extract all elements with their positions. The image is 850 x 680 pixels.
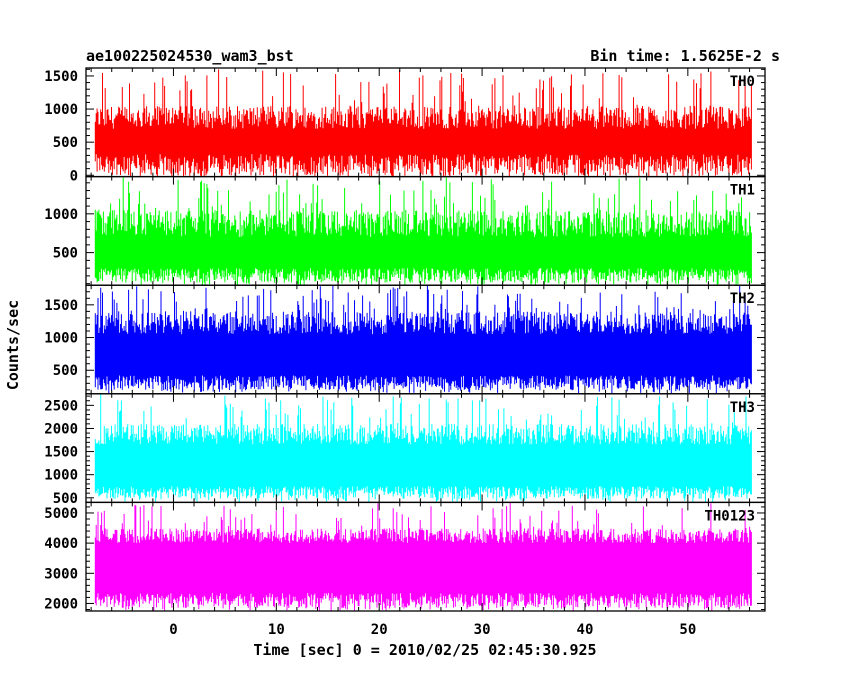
x-tick-label: 10 bbox=[268, 622, 285, 638]
panel-th3: 500 1000 1500 2000 2500 TH3 bbox=[44, 393, 766, 507]
x-tick-label: 30 bbox=[474, 622, 491, 638]
series-label-th0123: TH0123 bbox=[704, 508, 755, 524]
y-tick-label: 4000 bbox=[44, 536, 78, 552]
y-tick-label: 1500 bbox=[44, 445, 78, 461]
series-label-th2: TH2 bbox=[730, 291, 755, 307]
series-label-th3: TH3 bbox=[730, 400, 755, 416]
series-trace-th0 bbox=[94, 69, 752, 177]
x-tick-label: 0 bbox=[169, 622, 177, 638]
y-tick-label: 1000 bbox=[44, 102, 78, 118]
y-tick-label: 3000 bbox=[44, 566, 78, 582]
y-tick-label: 500 bbox=[53, 491, 78, 507]
series-trace-th1 bbox=[94, 176, 752, 286]
y-tick-label: 1500 bbox=[44, 298, 78, 314]
x-tick-label: 20 bbox=[371, 622, 388, 638]
y-tick-label: 0 bbox=[70, 168, 78, 184]
y-tick-label: 500 bbox=[53, 135, 78, 151]
series-trace-th3 bbox=[94, 394, 752, 503]
panel-frame bbox=[85, 501, 766, 612]
x-tick-label: 50 bbox=[679, 622, 696, 638]
x-axis-label: Time [sec] 0 = 2010/02/25 02:45:30.925 bbox=[253, 641, 596, 659]
panel-th0: 0 500 1000 1500 TH0 bbox=[44, 67, 766, 184]
y-tick-label: 2500 bbox=[44, 398, 78, 414]
series-label-th1: TH1 bbox=[730, 183, 755, 199]
y-axis-label: Counts/sec bbox=[4, 300, 22, 390]
panel-th1: 500 1000 TH1 bbox=[44, 175, 766, 286]
chart-title: ae100225024530_wam3_bst bbox=[86, 47, 294, 65]
y-tick-label: 1000 bbox=[44, 207, 78, 223]
series-trace-th2 bbox=[94, 285, 752, 394]
y-tick-label: 1500 bbox=[44, 69, 78, 85]
x-tick-label: 40 bbox=[577, 622, 594, 638]
y-tick-label: 2000 bbox=[44, 421, 78, 437]
y-tick-label: 500 bbox=[53, 246, 78, 262]
y-tick-label: 5000 bbox=[44, 506, 78, 522]
y-tick-label: 500 bbox=[53, 363, 78, 379]
y-tick-label: 1000 bbox=[44, 468, 78, 484]
bin-time-label: Bin time: 1.5625E-2 s bbox=[590, 47, 780, 65]
x-tick-labels: 0 10 20 30 40 50 bbox=[169, 622, 696, 638]
series-label-th0: TH0 bbox=[730, 74, 755, 90]
y-tick-label: 2000 bbox=[44, 596, 78, 612]
panel-th2: 500 1000 1500 TH2 bbox=[44, 284, 766, 395]
y-tick-label: 1000 bbox=[44, 331, 78, 347]
panel-th0123: 2000 3000 4000 5000 TH0123 bbox=[44, 501, 766, 612]
series-trace-th0123 bbox=[94, 502, 752, 611]
